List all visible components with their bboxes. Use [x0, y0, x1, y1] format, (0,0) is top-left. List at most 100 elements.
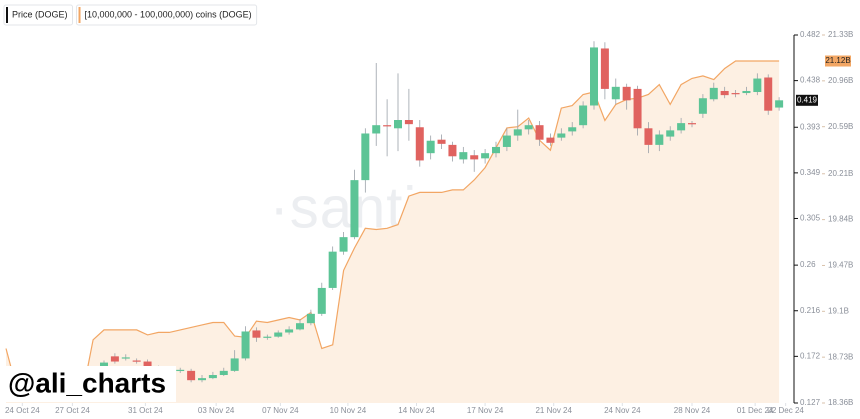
area-fill — [6, 61, 780, 403]
holdings-line — [5, 60, 780, 397]
candle-body — [546, 137, 555, 143]
x-tick-label: 02 Dec 24 — [767, 406, 804, 415]
candle-body — [764, 77, 773, 111]
candle-body — [296, 323, 304, 330]
candle-body — [557, 133, 566, 138]
candle-body — [219, 370, 228, 376]
candle-body — [568, 127, 577, 132]
y-tick-label: 0.26 — [800, 260, 816, 269]
y2-tick-label: 19.1B — [828, 306, 849, 315]
legend-swatch[interactable] — [78, 7, 81, 23]
candle-body — [143, 361, 152, 368]
legend-box[interactable] — [76, 4, 258, 26]
candle-body — [688, 123, 696, 125]
candle-body — [513, 129, 522, 136]
candle-body — [317, 287, 326, 314]
legend-swatch[interactable] — [6, 7, 8, 23]
candle-body — [230, 358, 239, 371]
price-marker — [796, 94, 818, 106]
price-marker-label: 0.419 — [797, 95, 818, 104]
candle-body — [644, 128, 653, 145]
y-tick-label: 0.438 — [800, 76, 821, 85]
y2-tick-label: 18.36B — [828, 398, 853, 407]
x-tick-label: 21 Nov 24 — [535, 406, 572, 415]
candle-body — [187, 370, 196, 381]
x-tick-label: 17 Nov 24 — [467, 406, 504, 415]
legend-label[interactable]: [10,000,000 - 100,000,000) coins (DOGE) — [85, 9, 252, 19]
candle-body — [731, 93, 740, 95]
x-tick-label: 24 Nov 24 — [604, 406, 641, 415]
legend-box[interactable] — [3, 4, 74, 26]
candle-body — [306, 313, 315, 324]
holdings-marker-label: 21.12B — [825, 56, 850, 65]
candle-body — [579, 105, 588, 126]
candle-body — [339, 237, 348, 252]
candle-body — [470, 155, 479, 160]
candle-body — [208, 375, 217, 379]
candle-body — [415, 127, 424, 161]
candle-body — [677, 123, 686, 131]
candle-body — [448, 144, 457, 157]
legend-label[interactable]: Price (DOGE) — [12, 9, 68, 19]
candle-body — [481, 153, 490, 159]
candle-body — [611, 86, 620, 100]
candle-body — [372, 125, 381, 134]
y2-tick-label: 20.21B — [828, 169, 853, 178]
overlay-text: @ali_charts — [8, 367, 166, 398]
y-tick-label: 0.305 — [800, 214, 821, 223]
y-tick-label: 0.482 — [800, 30, 821, 39]
candle-body — [350, 180, 359, 238]
y2-tick-label: 20.59B — [828, 122, 853, 131]
candle-body — [622, 86, 631, 101]
candle-body — [437, 139, 446, 144]
candle-body — [666, 130, 675, 137]
x-tick-label: 14 Nov 24 — [398, 406, 435, 415]
x-tick-label: 07 Nov 24 — [262, 406, 299, 415]
y2-tick-label: 21.33B — [828, 30, 853, 39]
candle-body — [394, 120, 402, 129]
y-tick-label: 0.393 — [800, 122, 821, 131]
y2-tick-label: 19.84B — [828, 215, 853, 224]
candle-body — [110, 356, 119, 362]
y2-tick-label: 20.96B — [828, 76, 853, 85]
candle-body — [459, 152, 468, 160]
y-tick-label: 0.216 — [800, 306, 821, 315]
holdings-marker — [825, 55, 851, 67]
candle-body — [633, 88, 642, 129]
legend-item[interactable]: Price (DOGE) — [3, 4, 74, 26]
candle-body — [274, 332, 283, 337]
candle-body — [426, 140, 435, 154]
candle-body — [404, 120, 413, 125]
candle-body — [328, 251, 337, 288]
candle-body — [383, 125, 392, 127]
candle-body — [241, 331, 250, 359]
legend: Price (DOGE) [10,000,000 - 100,000,000) c… — [3, 4, 258, 26]
candle-body — [524, 125, 533, 130]
candle-body — [600, 48, 609, 89]
candle-body — [252, 330, 261, 338]
y-tick-label: 0.172 — [800, 351, 821, 360]
candle-body — [132, 360, 141, 362]
y2-tick-label: 19.47B — [828, 261, 853, 270]
candle-body — [198, 378, 206, 381]
candle-body — [709, 87, 718, 100]
candle-body — [535, 125, 544, 140]
candle-body — [361, 133, 370, 181]
legend-item[interactable]: [10,000,000 - 100,000,000) coins (DOGE) — [76, 4, 258, 26]
x-tick-label: 27 Oct 24 — [55, 406, 90, 415]
overlay-box — [0, 366, 176, 402]
candle-body — [698, 98, 707, 114]
x-tick-label: 01 Dec 24 — [737, 406, 774, 415]
candle-body — [742, 90, 751, 94]
y-tick-label: 0.349 — [800, 168, 821, 177]
candle-body — [121, 357, 130, 359]
candle-body — [492, 146, 500, 154]
candle-body — [285, 329, 294, 333]
candle-body — [176, 369, 185, 372]
candle-body — [502, 135, 511, 147]
x-tick-label: 24 Oct 24 — [5, 406, 40, 415]
y-tick-label: 0.127 — [800, 398, 821, 407]
x-tick-label: 03 Nov 24 — [198, 406, 235, 415]
x-tick-label: 31 Oct 24 — [128, 406, 163, 415]
